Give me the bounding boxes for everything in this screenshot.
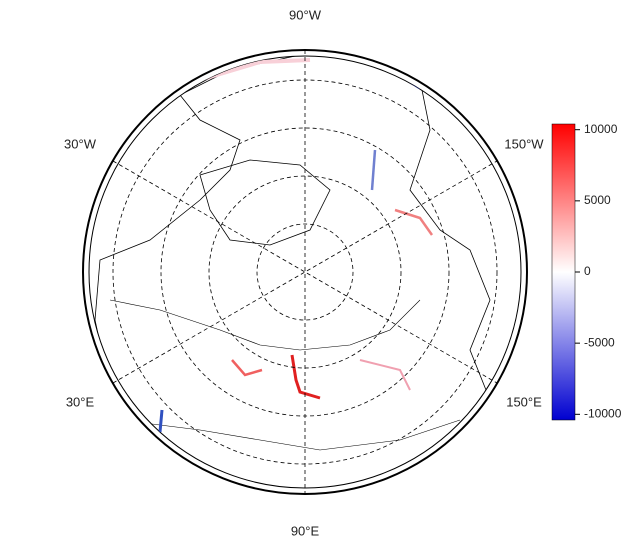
longitude-label: 30°E [66,394,95,409]
longitude-label: 90°W [289,7,322,22]
field-streak [158,409,164,433]
colorbar-tick-label: -5000 [584,335,615,349]
field-streak [370,149,377,191]
coastline-north [109,299,421,351]
greenland [199,159,331,246]
colorbar [551,123,576,421]
longitude-label: 30°W [64,136,97,151]
field-streak [394,208,434,236]
field-streak [359,359,411,391]
colorbar-tick-label: 0 [584,264,591,278]
longitude-label: 90°E [291,523,320,538]
longitude-label: 150°E [506,394,542,409]
colorbar-tick-label: -10000 [584,406,622,420]
longitude-labels: 90°W 30°W 150°W 30°E 150°E 90°E [64,7,544,538]
colorbar-tick-label: 5000 [584,193,611,207]
field-streak [199,58,311,82]
map [82,49,528,495]
graticule [112,50,498,494]
field-streak [231,359,263,377]
borders [119,419,461,451]
longitude-label: 150°W [504,136,544,151]
colorbar-tick-label: 10000 [584,122,618,136]
